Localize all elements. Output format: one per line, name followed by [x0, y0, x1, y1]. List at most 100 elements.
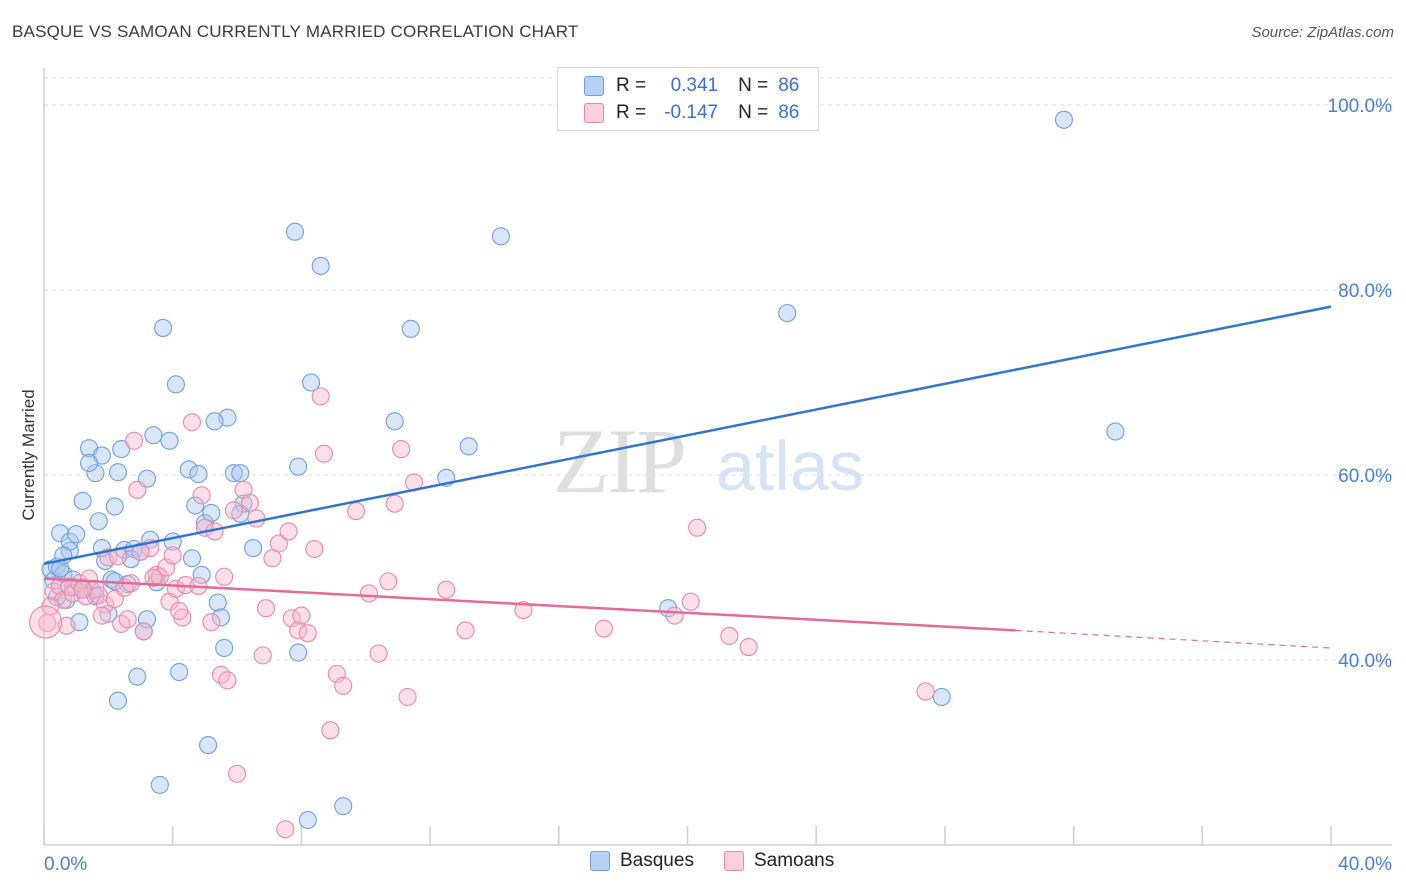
basque-point — [289, 643, 308, 662]
basque-point — [170, 662, 189, 682]
basque-point — [211, 608, 231, 627]
basque-point — [289, 457, 308, 476]
samoan-point — [385, 494, 404, 513]
samoan-point — [125, 431, 144, 450]
chart-title: BASQUE VS SAMOAN CURRENTLY MARRIED CORRE… — [12, 22, 579, 41]
samoan-point — [96, 595, 115, 614]
basque-point — [112, 440, 131, 459]
series-legend-label: Basques — [620, 850, 694, 871]
legend-n-value: 86 — [778, 75, 800, 96]
basque-point — [205, 412, 224, 431]
basque-point — [334, 797, 353, 816]
basque-point — [67, 525, 86, 544]
basque-point — [192, 565, 211, 584]
samoan-point — [398, 687, 417, 707]
samoan-point — [688, 518, 707, 537]
samoans-swatch — [584, 103, 604, 123]
samoan-point — [334, 676, 353, 695]
samoan-point — [79, 569, 99, 588]
legend-r-label: R = — [616, 75, 647, 96]
basque-point — [179, 460, 198, 479]
basque-point — [231, 464, 250, 483]
trend-lines — [43, 305, 1332, 649]
samoan-point — [256, 599, 276, 618]
samoan-point — [218, 671, 237, 690]
samoan-point — [681, 592, 700, 611]
x-tick-label-max: 40.0% — [1338, 854, 1392, 875]
legend-n-label: N = — [738, 75, 769, 96]
gridlines — [44, 77, 1392, 661]
basques-swatch — [584, 76, 604, 96]
basque-point — [234, 494, 253, 513]
watermark-atlas: atlas — [716, 427, 864, 505]
samoan-point — [916, 682, 935, 701]
samoan-point — [224, 501, 243, 520]
basque-point — [137, 610, 157, 629]
samoan-point — [665, 606, 684, 625]
basque-point — [302, 373, 321, 392]
watermark-zip: ZIP — [553, 410, 685, 512]
samoan-point — [279, 522, 298, 541]
samoan-point — [134, 622, 153, 641]
samoan-point — [392, 440, 411, 459]
legend-n-label: N = — [738, 102, 769, 123]
basque-point — [150, 775, 169, 794]
basque-point — [285, 222, 305, 241]
basque-point — [73, 491, 92, 510]
samoan-point — [253, 646, 272, 665]
basque-point — [401, 319, 420, 338]
basque-point — [153, 318, 173, 337]
samoan-point — [144, 568, 163, 587]
samoan-point — [514, 600, 533, 620]
basques-swatch — [590, 851, 610, 871]
samoan-point — [292, 606, 311, 625]
watermark: ZIP atlas — [553, 410, 864, 512]
basque-point — [385, 412, 404, 431]
correlation-legend: R = 0.341 N = 86 R = -0.147 N = 86 — [557, 67, 819, 131]
samoan-point — [118, 610, 137, 629]
y-axis-label: Currently Married — [19, 389, 38, 520]
basque-point — [1106, 422, 1125, 441]
samoan-point — [269, 534, 288, 553]
basque-point — [932, 687, 951, 707]
samoan-point — [128, 480, 147, 499]
basque-point — [160, 431, 179, 450]
legend-row-samoans: R = -0.147 N = 86 — [584, 101, 799, 125]
basque-point — [224, 464, 243, 483]
series-legend-samoans[interactable]: Samoans — [723, 850, 834, 872]
samoan-point — [182, 413, 202, 432]
samoan-point — [456, 621, 475, 640]
samoan-point — [311, 387, 330, 406]
x-tick-label-min: 0.0% — [44, 854, 87, 875]
samoan-point — [170, 601, 189, 621]
samoan-point — [73, 580, 92, 599]
samoan-point — [215, 567, 234, 586]
basque-point — [105, 497, 124, 516]
y-tick-label: 100.0% — [1328, 96, 1393, 117]
basque-point — [298, 810, 317, 830]
basque-point — [208, 593, 227, 612]
samoan-point — [739, 637, 758, 657]
basque-point — [166, 375, 185, 394]
samoan-point — [314, 444, 333, 463]
samoan-point-large — [29, 605, 63, 639]
samoan-point — [92, 606, 111, 625]
series-legend-basques[interactable]: Basques — [590, 850, 694, 872]
basque-point — [199, 736, 218, 755]
y-tick-labels: 40.0% 60.0% 80.0% 100.0% — [1328, 96, 1393, 672]
samoan-point — [359, 584, 379, 603]
samoan-point — [192, 486, 211, 505]
legend-n-value: 86 — [778, 102, 800, 123]
basque-point — [311, 256, 330, 276]
basque-point — [244, 539, 263, 558]
samoan-point — [240, 493, 259, 512]
series-legend: Basques Samoans — [590, 850, 864, 872]
samoan-point — [163, 546, 182, 565]
basque-point — [1054, 110, 1073, 129]
basque-point — [186, 496, 205, 515]
basque-point — [89, 512, 108, 531]
y-tick-label: 40.0% — [1338, 651, 1392, 672]
samoan-point — [112, 614, 131, 633]
y-tick-label: 80.0% — [1338, 281, 1392, 302]
